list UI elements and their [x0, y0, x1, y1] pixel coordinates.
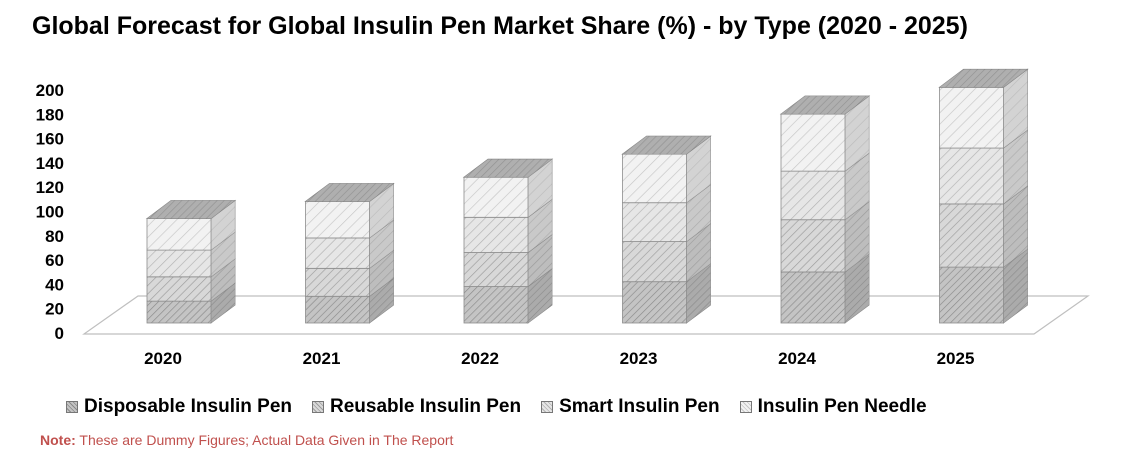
y-tick-label: 80	[45, 227, 64, 246]
bar-side-hatch	[211, 232, 235, 277]
bar-side-hatch	[528, 159, 552, 218]
bar-side-hatch	[1003, 249, 1028, 323]
bar-top-hatch	[939, 69, 1028, 88]
legend-swatch	[541, 401, 554, 413]
y-tick-label: 140	[36, 154, 64, 173]
bar-side-hatch	[845, 201, 869, 272]
footnote-text: These are Dummy Figures; Actual Data Giv…	[75, 432, 454, 448]
bar-stack-2022	[462, 158, 554, 324]
legend-item: Reusable Insulin Pen	[312, 396, 521, 418]
x-tick-label: 2020	[144, 349, 182, 368]
bar-side-hatch	[528, 234, 552, 287]
x-tick-label: 2022	[461, 349, 499, 368]
legend-label: Disposable Insulin Pen	[84, 396, 292, 417]
footnote-label: Note:	[40, 432, 76, 448]
bar-stack-2020	[145, 199, 237, 324]
bar-side-hatch	[1003, 69, 1028, 149]
bar-stack-2025	[938, 68, 1029, 324]
legend-swatch	[739, 401, 752, 413]
bar-segment	[780, 113, 846, 172]
footnote: Note: These are Dummy Figures; Actual Da…	[40, 432, 453, 448]
bar-side-hatch	[686, 223, 711, 282]
bar-side-hatch	[369, 219, 394, 269]
bar-side-hatch	[528, 199, 552, 253]
legend-item: Insulin Pen Needle	[739, 396, 927, 418]
bar-segment	[939, 86, 1004, 149]
bar-side-hatch	[369, 250, 394, 297]
bar-top-hatch	[305, 183, 394, 202]
y-tick-label: 160	[36, 130, 64, 149]
bar-segment	[305, 237, 370, 269]
y-tick-label: 0	[55, 324, 64, 343]
bar-side-hatch	[686, 136, 711, 203]
bar-side-hatch	[845, 253, 869, 323]
bar-side-hatch	[1003, 130, 1028, 204]
bar-top-hatch	[464, 159, 552, 178]
bar-segment	[463, 252, 529, 287]
bar-segment	[305, 201, 370, 239]
chart-plot: 0 20 40 60 80 100 120 140 160 180 200 2020 2021 2022…	[36, 68, 1090, 368]
legend-label: Reusable Insulin Pen	[330, 396, 522, 417]
bar-segment	[622, 153, 687, 204]
bar-segment	[622, 202, 687, 242]
bar-segment	[939, 147, 1004, 205]
bar-segment	[146, 276, 212, 302]
bar-top-hatch	[147, 200, 235, 219]
legend-item: Disposable Insulin Pen	[66, 396, 292, 418]
bar-side-hatch	[369, 278, 394, 323]
bar-segment	[146, 218, 212, 251]
y-tick-label: 120	[36, 178, 64, 197]
bar-segment	[146, 300, 212, 324]
chart-legend: Disposable Insulin Pen Reusable Insulin P…	[66, 396, 947, 418]
bar-segment	[463, 216, 529, 253]
bar-segment	[305, 295, 370, 324]
y-tick-label: 40	[45, 275, 64, 294]
x-tick-label: 2024	[778, 349, 816, 368]
legend-label: Insulin Pen Needle	[757, 396, 927, 417]
bar-stack-2023	[621, 135, 712, 324]
bar-segment	[463, 286, 529, 324]
bar-top-hatch	[622, 136, 711, 155]
bar-stack-2021	[304, 182, 395, 324]
x-tick-label: 2025	[937, 349, 975, 368]
bar-segment	[146, 249, 212, 278]
bar-segment	[780, 271, 846, 324]
bar-segment	[305, 267, 370, 297]
x-tick-label: 2021	[303, 349, 341, 368]
legend-label: Smart Insulin Pen	[559, 396, 720, 417]
y-tick-label: 200	[36, 81, 64, 100]
chart-title: Global Forecast for Global Insulin Pen M…	[32, 12, 968, 40]
bar-side-hatch	[1003, 185, 1028, 268]
bar-segment	[780, 219, 846, 273]
bar-segment	[622, 281, 687, 324]
bar-side-hatch	[686, 263, 711, 323]
y-tick-label: 100	[36, 203, 64, 222]
bar-segment	[780, 170, 846, 221]
bar-side-hatch	[686, 184, 711, 242]
bar-side-hatch	[845, 153, 869, 220]
bar-stack-2024	[779, 95, 871, 324]
bar-segment	[939, 203, 1004, 268]
bar-segment	[939, 266, 1004, 324]
bar-segment	[463, 176, 529, 218]
bar-side-hatch	[211, 200, 235, 251]
legend-item: Smart Insulin Pen	[541, 396, 720, 418]
x-tick-label: 2023	[620, 349, 658, 368]
legend-swatch	[312, 401, 324, 413]
bar-side-hatch	[845, 96, 869, 172]
bar-top-hatch	[781, 96, 869, 115]
y-tick-label: 180	[36, 105, 64, 124]
y-tick-label: 60	[45, 251, 64, 270]
bar-side-hatch	[211, 283, 235, 323]
legend-swatch	[66, 401, 78, 413]
bar-side-hatch	[211, 258, 235, 302]
bar-segment	[622, 241, 687, 283]
y-tick-label: 20	[45, 300, 64, 319]
